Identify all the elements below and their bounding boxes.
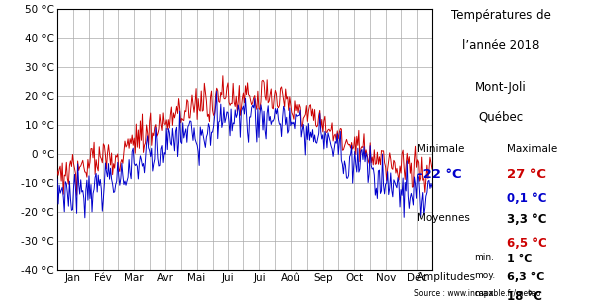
Text: -22 °C: -22 °C xyxy=(417,168,461,181)
Text: 0,1 °C: 0,1 °C xyxy=(507,192,547,205)
Text: moy.: moy. xyxy=(474,272,495,280)
Text: Minimale: Minimale xyxy=(417,144,464,154)
Text: min.: min. xyxy=(474,254,494,262)
Text: 6,5 °C: 6,5 °C xyxy=(507,237,547,250)
Text: 1 °C: 1 °C xyxy=(507,254,532,263)
Text: 27 °C: 27 °C xyxy=(507,168,546,181)
Text: max.: max. xyxy=(474,290,497,298)
Text: 6,3 °C: 6,3 °C xyxy=(507,272,544,282)
Text: Mont-Joli: Mont-Joli xyxy=(475,81,527,94)
Text: Maximale: Maximale xyxy=(507,144,557,154)
Text: Moyennes: Moyennes xyxy=(417,213,470,223)
Text: l’année 2018: l’année 2018 xyxy=(463,39,539,52)
Text: Températures de: Températures de xyxy=(451,9,551,22)
Text: 3,3 °C: 3,3 °C xyxy=(507,213,547,226)
Text: 18 °C: 18 °C xyxy=(507,290,542,300)
Text: Source : www.incapable.fr/meteo: Source : www.incapable.fr/meteo xyxy=(414,290,541,298)
Text: Québec: Québec xyxy=(478,111,524,124)
Text: Amplitudes: Amplitudes xyxy=(417,272,476,281)
